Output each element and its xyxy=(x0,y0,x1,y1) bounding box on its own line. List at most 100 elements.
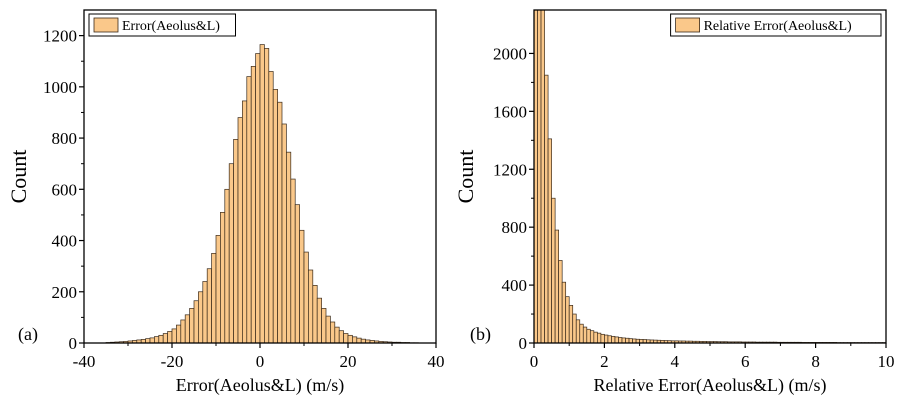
bar xyxy=(193,300,199,344)
y-tick-label: 1000 xyxy=(43,78,77,97)
bar xyxy=(264,48,270,344)
bar xyxy=(625,337,630,344)
y-tick-label: 200 xyxy=(52,283,78,302)
bar xyxy=(180,319,186,344)
bar xyxy=(294,204,300,344)
y-tick-label: 1200 xyxy=(493,160,527,179)
y-tick-label: 1600 xyxy=(493,102,527,121)
bar xyxy=(579,323,584,344)
bar xyxy=(158,334,164,344)
bar xyxy=(547,138,552,344)
bar xyxy=(224,188,230,344)
bar xyxy=(554,229,559,344)
bar xyxy=(325,315,331,344)
x-tick-label: 0 xyxy=(530,352,539,371)
bar xyxy=(600,333,605,344)
bar xyxy=(228,163,234,344)
x-tick-label: 0 xyxy=(256,352,265,371)
bar xyxy=(558,260,563,344)
bar xyxy=(154,336,160,344)
bar xyxy=(593,331,598,344)
bar xyxy=(614,336,619,344)
bar xyxy=(211,253,217,344)
bar xyxy=(347,334,353,344)
bar xyxy=(176,324,182,344)
y-axis-label: Count xyxy=(453,150,478,204)
x-axis-label: Error(Aeolus&L) (m/s) xyxy=(176,375,344,396)
bar xyxy=(628,338,633,344)
bar xyxy=(352,336,358,344)
bar xyxy=(242,100,248,344)
bar xyxy=(544,74,549,344)
bar xyxy=(237,117,243,344)
bar xyxy=(589,330,595,344)
bar xyxy=(198,291,204,344)
bar xyxy=(184,314,190,344)
bar xyxy=(330,321,336,344)
panel-a: -40 -20 0 20 40020040060080010001200Error(Ae… xyxy=(6,9,445,396)
bar xyxy=(334,326,340,344)
bar xyxy=(338,330,344,344)
bar xyxy=(316,297,322,344)
panel-tag: (b) xyxy=(470,324,491,345)
bar xyxy=(286,151,292,344)
bar xyxy=(618,337,623,344)
legend-box xyxy=(88,13,236,37)
bar xyxy=(189,308,195,344)
x-tick-label: -20 xyxy=(161,352,184,371)
x-tick-label: -40 xyxy=(73,352,96,371)
legend-label: Error(Aeolus&L) xyxy=(122,19,220,34)
y-tick-label: 400 xyxy=(52,232,78,251)
x-tick-label: 6 xyxy=(741,352,750,371)
bar xyxy=(540,9,545,344)
bar xyxy=(162,333,168,344)
bar xyxy=(568,305,574,344)
y-tick-label: 2000 xyxy=(493,44,527,63)
y-tick-label: 0 xyxy=(69,334,78,353)
bar xyxy=(597,332,602,344)
panel-b: 0 2 4 6 8 10 0 400 800 1200 1600 2000 Relative Error… xyxy=(453,9,895,396)
bar xyxy=(272,89,278,344)
x-axis: 0 2 4 6 8 10 xyxy=(530,343,895,371)
bar xyxy=(572,313,577,344)
bar xyxy=(233,139,239,344)
bar xyxy=(215,235,221,344)
bar xyxy=(537,9,542,344)
bar xyxy=(250,65,256,344)
x-tick-label: 4 xyxy=(671,352,680,371)
x-tick-label: 10 xyxy=(878,352,895,371)
bar xyxy=(259,44,265,344)
bar xyxy=(299,229,305,344)
bar xyxy=(561,281,567,344)
x-tick-label: 40 xyxy=(428,352,445,371)
y-tick-label: 600 xyxy=(52,180,78,199)
legend-box xyxy=(670,13,882,37)
bar xyxy=(308,269,314,344)
y-tick-label: 400 xyxy=(502,276,528,295)
y-axis: 0 200 400 600 800 1000 1200 xyxy=(43,27,84,353)
bar xyxy=(551,197,556,344)
bars-0 xyxy=(105,44,419,344)
bar xyxy=(621,337,626,344)
bar xyxy=(220,212,226,344)
y-tick-label: 0 xyxy=(519,334,528,353)
bar xyxy=(565,296,570,344)
bar xyxy=(268,71,274,344)
bar xyxy=(290,178,296,344)
bar xyxy=(246,76,252,344)
y-axis-label: Count xyxy=(6,150,31,204)
bar xyxy=(149,337,155,344)
legend-label: Relative Error(Aeolus&L) xyxy=(704,19,852,34)
bar xyxy=(575,319,581,344)
legend: Relative Error(Aeolus&L) xyxy=(670,13,882,37)
bar xyxy=(582,326,588,344)
y-tick-label: 800 xyxy=(502,218,528,237)
bar xyxy=(586,328,591,344)
y-tick-label: 800 xyxy=(52,129,78,148)
bar xyxy=(607,335,612,344)
bar xyxy=(356,337,362,344)
legend: Error(Aeolus&L) xyxy=(88,13,236,37)
bar xyxy=(604,334,609,344)
